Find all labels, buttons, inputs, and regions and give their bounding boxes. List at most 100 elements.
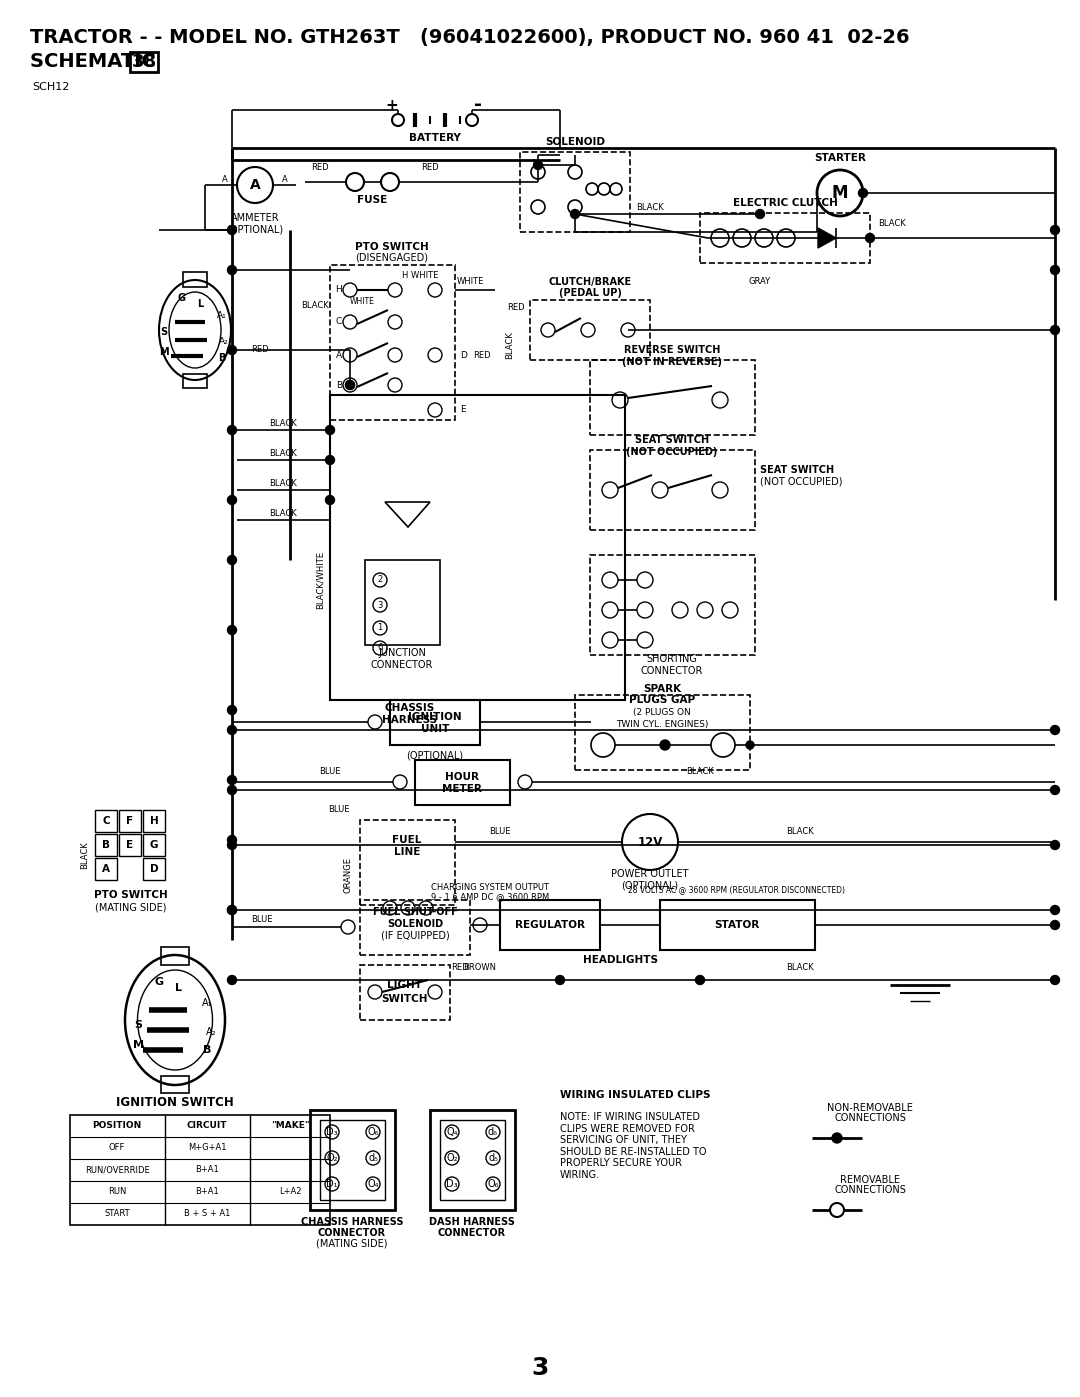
Circle shape bbox=[228, 975, 237, 985]
Circle shape bbox=[865, 233, 875, 243]
Text: FUSE: FUSE bbox=[356, 196, 387, 205]
Circle shape bbox=[1051, 921, 1059, 929]
Bar bbox=[161, 947, 189, 965]
Text: A: A bbox=[222, 176, 228, 184]
Text: CONNECTOR: CONNECTOR bbox=[437, 1228, 507, 1238]
Text: WHITE: WHITE bbox=[350, 296, 375, 306]
Text: O₆: O₆ bbox=[367, 1127, 379, 1137]
Text: BLACK: BLACK bbox=[505, 331, 514, 359]
Circle shape bbox=[832, 1133, 842, 1143]
Text: E: E bbox=[126, 840, 134, 849]
Text: HOUR: HOUR bbox=[445, 773, 480, 782]
Text: CONNECTOR: CONNECTOR bbox=[318, 1228, 386, 1238]
Bar bbox=[183, 272, 207, 286]
Circle shape bbox=[228, 905, 237, 915]
Text: D₁: D₁ bbox=[326, 1179, 338, 1189]
Text: AMMETER
(OPTIONAL): AMMETER (OPTIONAL) bbox=[227, 212, 284, 235]
Text: H: H bbox=[335, 285, 342, 295]
Text: SCH12: SCH12 bbox=[32, 82, 69, 92]
Text: PTO SWITCH: PTO SWITCH bbox=[94, 890, 167, 900]
Text: RED: RED bbox=[473, 351, 490, 359]
Circle shape bbox=[570, 210, 580, 218]
Circle shape bbox=[1051, 975, 1059, 985]
Circle shape bbox=[1051, 265, 1059, 274]
Circle shape bbox=[1051, 225, 1059, 235]
Circle shape bbox=[228, 345, 237, 355]
Text: A₁: A₁ bbox=[202, 997, 213, 1009]
Text: UNIT: UNIT bbox=[421, 724, 449, 733]
Bar bbox=[70, 1115, 330, 1225]
Text: PTO SWITCH: PTO SWITCH bbox=[355, 242, 429, 251]
Text: B: B bbox=[203, 1045, 212, 1055]
Text: L: L bbox=[175, 983, 181, 993]
Text: O₂: O₂ bbox=[446, 1153, 458, 1162]
Text: S: S bbox=[134, 1020, 141, 1030]
Text: START: START bbox=[104, 1210, 130, 1218]
Circle shape bbox=[696, 975, 704, 985]
Text: BLACK: BLACK bbox=[878, 218, 906, 228]
Bar bbox=[700, 212, 870, 263]
Text: SHORTING
CONNECTOR: SHORTING CONNECTOR bbox=[640, 654, 703, 676]
Circle shape bbox=[1051, 905, 1059, 915]
Text: A₁: A₁ bbox=[217, 312, 227, 320]
Text: RUN/OVERRIDE: RUN/OVERRIDE bbox=[84, 1165, 149, 1175]
Circle shape bbox=[228, 556, 237, 564]
Text: D₃: D₃ bbox=[326, 1127, 338, 1137]
Circle shape bbox=[325, 496, 335, 504]
Text: BATTERY: BATTERY bbox=[409, 133, 461, 142]
Text: CHARGING SYSTEM OUTPUT: CHARGING SYSTEM OUTPUT bbox=[431, 883, 549, 893]
Text: BLUE: BLUE bbox=[320, 767, 341, 777]
Text: BLACK: BLACK bbox=[686, 767, 714, 777]
Circle shape bbox=[228, 775, 237, 785]
Text: RED: RED bbox=[451, 963, 469, 971]
Text: CLUTCH/BRAKE: CLUTCH/BRAKE bbox=[549, 277, 632, 286]
Text: BLACK: BLACK bbox=[81, 841, 90, 869]
Circle shape bbox=[346, 380, 354, 390]
Text: O₆: O₆ bbox=[487, 1179, 499, 1189]
Text: BLACK: BLACK bbox=[269, 419, 297, 427]
Bar bbox=[430, 1111, 515, 1210]
Text: O₂: O₂ bbox=[326, 1153, 338, 1162]
Text: SWITCH: SWITCH bbox=[381, 995, 429, 1004]
Bar bbox=[119, 834, 141, 856]
Text: G: G bbox=[178, 293, 186, 303]
Text: A: A bbox=[282, 176, 288, 184]
Circle shape bbox=[228, 265, 237, 274]
Bar bbox=[95, 834, 117, 856]
Circle shape bbox=[534, 161, 542, 169]
Circle shape bbox=[660, 740, 670, 750]
Text: BLACK: BLACK bbox=[301, 300, 329, 310]
Text: REVERSE SWITCH: REVERSE SWITCH bbox=[624, 345, 720, 355]
Text: PLUGS GAP: PLUGS GAP bbox=[629, 694, 696, 705]
Bar bbox=[530, 300, 650, 360]
Text: (2 PLUGS ON: (2 PLUGS ON bbox=[633, 708, 691, 718]
Text: -: - bbox=[474, 95, 482, 115]
Text: (DISENGAGED): (DISENGAGED) bbox=[355, 253, 429, 263]
Circle shape bbox=[325, 455, 335, 464]
Text: REMOVABLE: REMOVABLE bbox=[840, 1175, 900, 1185]
Circle shape bbox=[228, 626, 237, 634]
Bar bbox=[161, 1076, 189, 1092]
Text: METER: METER bbox=[442, 784, 482, 793]
Text: RED: RED bbox=[252, 345, 269, 355]
Circle shape bbox=[228, 225, 237, 235]
Text: GRAY: GRAY bbox=[748, 278, 771, 286]
Text: E: E bbox=[460, 405, 465, 415]
Text: (NOT OCCUPIED): (NOT OCCUPIED) bbox=[626, 447, 718, 457]
Circle shape bbox=[346, 380, 354, 390]
Text: WHITE: WHITE bbox=[457, 278, 484, 286]
Text: (IF EQUIPPED): (IF EQUIPPED) bbox=[380, 930, 449, 942]
Text: D: D bbox=[150, 863, 159, 875]
Text: FUEL: FUEL bbox=[392, 835, 421, 845]
Text: BLACK: BLACK bbox=[269, 509, 297, 517]
Text: M: M bbox=[133, 1039, 144, 1051]
Text: 1: 1 bbox=[377, 623, 382, 633]
Circle shape bbox=[859, 189, 867, 197]
Bar bbox=[415, 760, 510, 805]
Bar bbox=[519, 152, 630, 232]
Bar bbox=[365, 560, 440, 645]
Bar bbox=[310, 1111, 395, 1210]
Text: CONNECTIONS: CONNECTIONS bbox=[834, 1113, 906, 1123]
Bar bbox=[590, 360, 755, 434]
Text: RUN: RUN bbox=[108, 1187, 126, 1196]
